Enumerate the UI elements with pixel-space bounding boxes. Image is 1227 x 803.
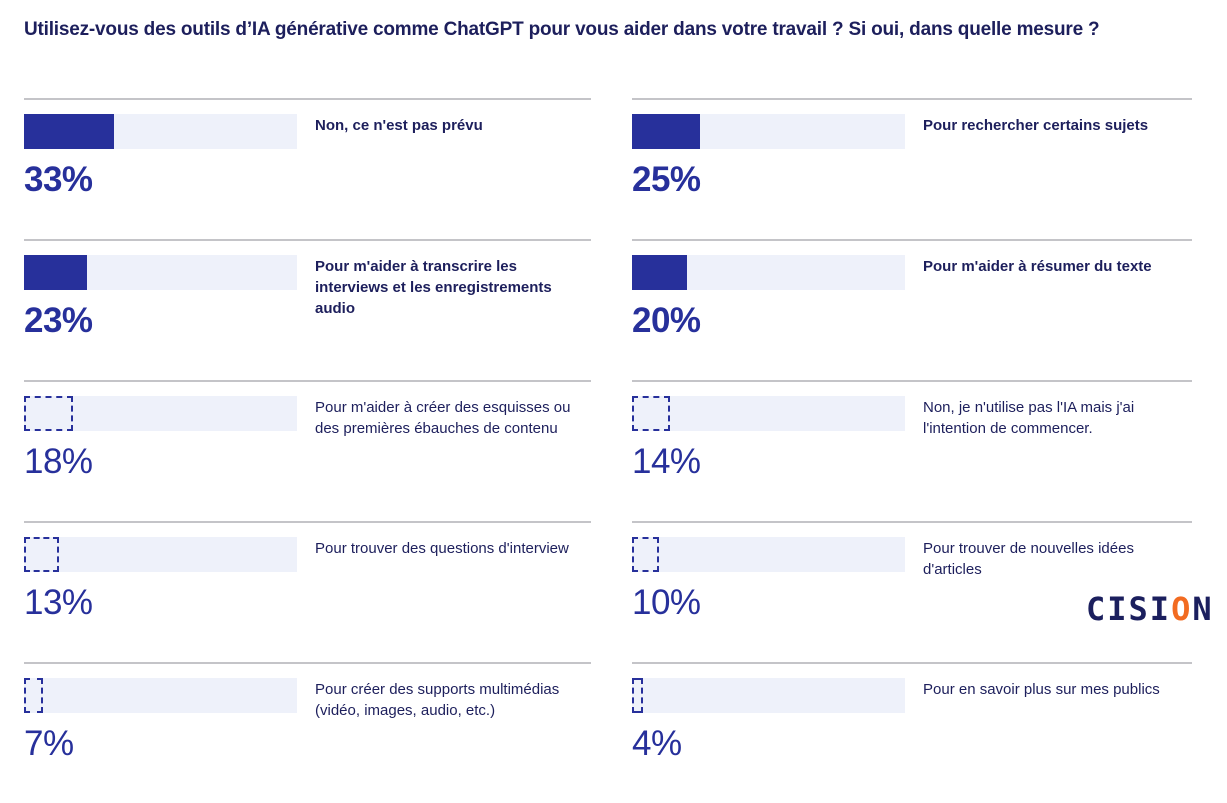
bar-item: Pour en savoir plus sur mes publics 4% [632,662,1192,803]
bar-fill [632,396,670,431]
bar-value-label: 13% [24,583,93,622]
bar-track [24,678,297,713]
bar-value-label: 33% [24,160,93,199]
bar-value-label: 20% [632,301,701,340]
bar-label: Pour créer des supports multimédias (vid… [315,681,560,719]
bar-fill [632,255,687,290]
left-column: Non, ce n'est pas prévu 33% Pour m'aider… [24,98,591,803]
bar-value-label: 23% [24,301,93,340]
bar-value-label: 4% [632,724,682,763]
bar-fill [632,537,659,572]
bar-item: Pour trouver des questions d'interview 1… [24,521,591,662]
bar-item: Pour m'aider à résumer du texte 20% [632,239,1192,380]
logo-text-post: N [1192,590,1214,628]
bar-fill [632,678,643,713]
bar-item: Pour m'aider à transcrire les interviews… [24,239,591,380]
bar-track [24,537,297,572]
logo-text-accent: O [1171,590,1193,628]
bar-label: Non, ce n'est pas prévu [315,117,483,134]
bar-label: Pour m'aider à résumer du texte [923,258,1152,275]
bar-value-label: 7% [24,724,74,763]
bar-label: Non, je n'utilise pas l'IA mais j'ai l'i… [923,399,1135,437]
bar-label: Pour m'aider à transcrire les interviews… [315,258,552,317]
bar-item: Pour m'aider à créer des esquisses ou de… [24,380,591,521]
bar-fill [24,678,43,713]
bar-value-label: 14% [632,442,701,481]
bar-track [632,678,905,713]
bar-track [632,114,905,149]
bar-item: Non, je n'utilise pas l'IA mais j'ai l'i… [632,380,1192,521]
bar-item: Pour trouver de nouvelles idées d'articl… [632,521,1192,662]
bar-track [632,537,905,572]
right-column: Pour rechercher certains sujets 25% Pour… [632,98,1192,803]
bar-track [632,396,905,431]
bar-track [24,114,297,149]
bar-label: Pour trouver des questions d'interview [315,540,569,557]
bar-value-label: 18% [24,442,93,481]
bar-fill [632,114,700,149]
bar-fill [24,255,87,290]
bar-item: Pour créer des supports multimédias (vid… [24,662,591,803]
bar-track [632,255,905,290]
chart-title: Utilisez-vous des outils d’IA générative… [24,19,1100,40]
bar-fill [24,537,59,572]
bar-track [24,255,297,290]
logo-text-pre: CISI [1086,590,1172,628]
cision-logo: CISION [1086,589,1214,629]
bar-item: Non, ce n'est pas prévu 33% [24,98,591,239]
bar-label: Pour trouver de nouvelles idées d'articl… [923,540,1134,578]
bar-label: Pour m'aider à créer des esquisses ou de… [315,399,571,437]
bar-fill [24,114,114,149]
bar-fill [24,396,73,431]
bar-value-label: 10% [632,583,701,622]
bar-track [24,396,297,431]
bar-value-label: 25% [632,160,701,199]
bar-label: Pour en savoir plus sur mes publics [923,681,1160,698]
bar-item: Pour rechercher certains sujets 25% [632,98,1192,239]
bar-label: Pour rechercher certains sujets [923,117,1149,134]
